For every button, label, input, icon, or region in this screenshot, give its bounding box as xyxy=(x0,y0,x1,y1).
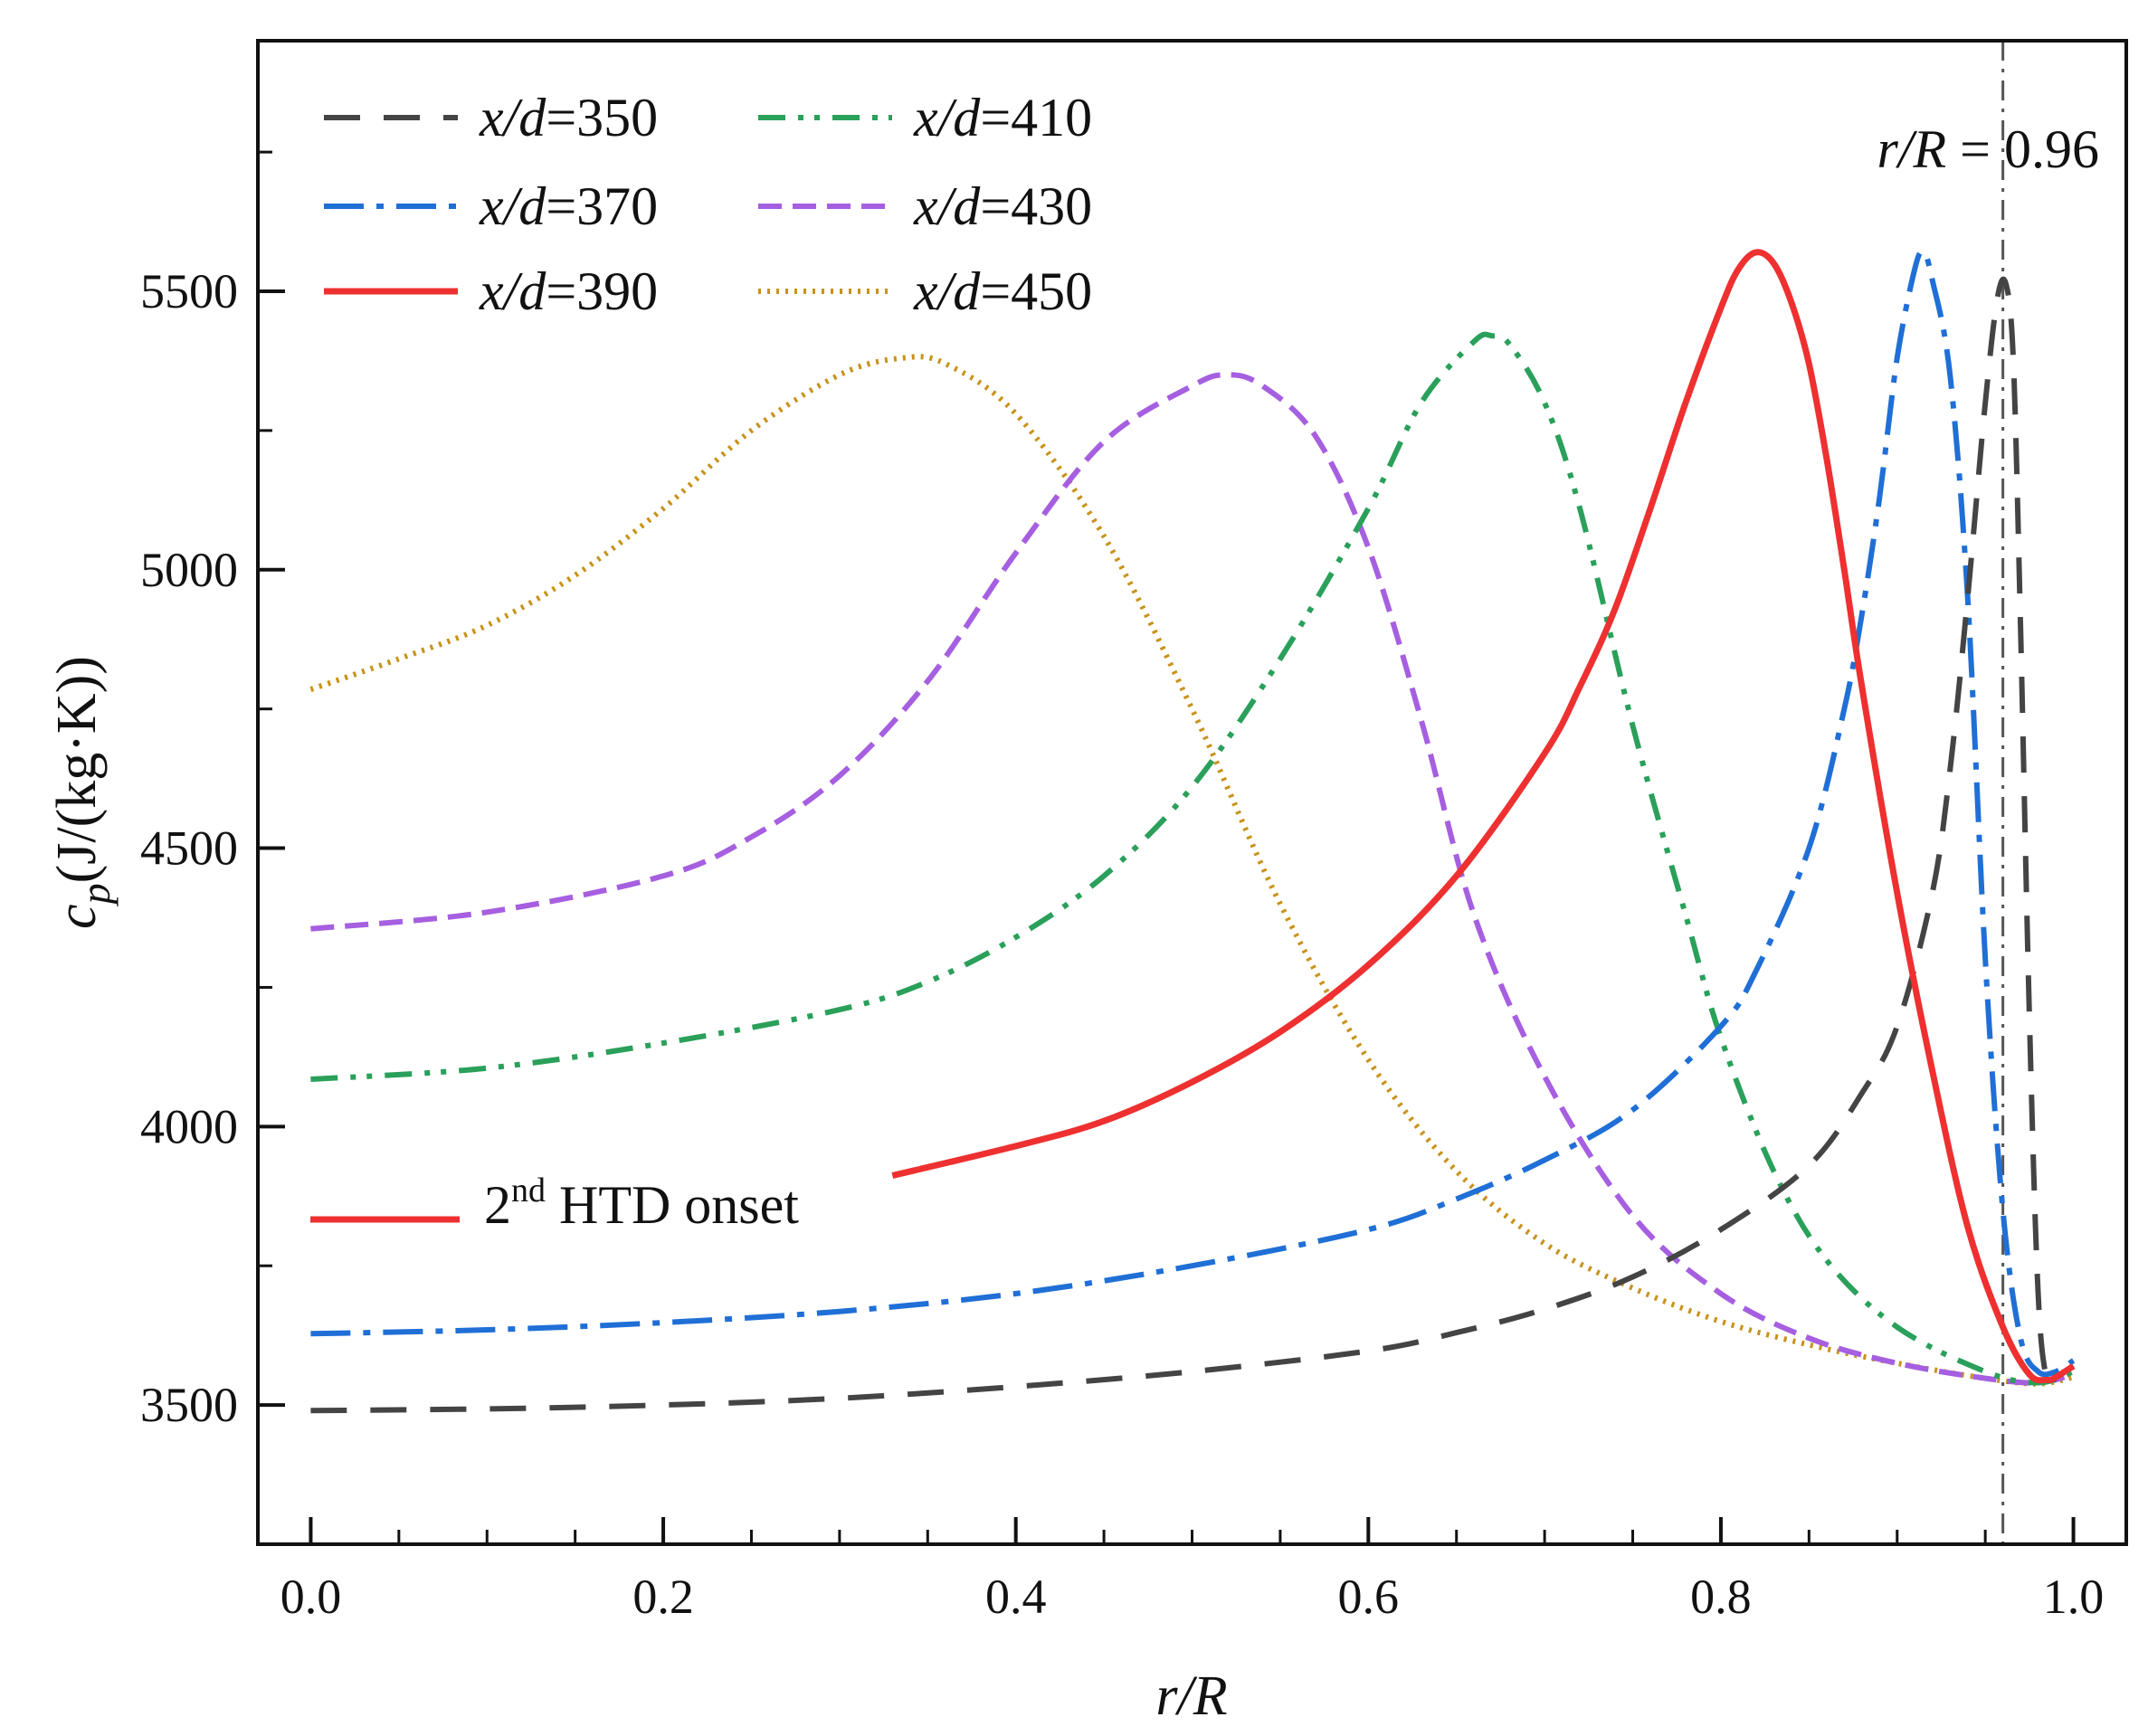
x-tick-label: 0.8 xyxy=(1690,1570,1752,1624)
legend: x/d=350 x/d=370 x/d=390 x/d=410 x/d=430 x/d=4… xyxy=(324,88,1092,321)
plot-frame xyxy=(256,39,2128,1546)
y-axis-title: cp(J/(kg·K)) xyxy=(46,656,119,929)
axis-titles: r/R cp(J/(kg·K)) xyxy=(46,656,1228,1727)
plot-content: r/R = 0.96 2nd HTD onset xyxy=(309,41,2099,1544)
axis-ticks: 0.0 0.2 0.4 0.6 0.8 1.0 3500 4000 4500 5000 5500 xyxy=(140,150,2105,1624)
x-tick-label: 0.4 xyxy=(985,1570,1047,1624)
y-tick-label: 4500 xyxy=(140,821,238,876)
x-tick-label: 0.0 xyxy=(280,1570,342,1624)
legend-label-x-d-410: x/d=410 xyxy=(913,88,1092,147)
y-tick-label: 5000 xyxy=(140,543,238,597)
x-tick-label: 1.0 xyxy=(2043,1570,2105,1624)
y-tick-label: 5500 xyxy=(140,264,238,318)
htd-onset-label: 2nd HTD onset xyxy=(484,1172,799,1235)
series-line-x-d-370 xyxy=(310,249,2076,1378)
series-line-x-d-430 xyxy=(310,372,2075,1386)
legend-label-x-d-390: x/d=390 xyxy=(479,261,658,321)
legend-label-x-d-370: x/d=370 xyxy=(479,176,658,236)
x-tick-label: 0.2 xyxy=(632,1570,694,1624)
y-tick-label: 3500 xyxy=(140,1378,238,1432)
x-axis-title: r/R xyxy=(1155,1665,1227,1727)
legend-label-x-d-350: x/d=350 xyxy=(479,88,658,147)
series-line-x-d-350 xyxy=(310,276,2076,1414)
x-tick-label: 0.6 xyxy=(1338,1570,1400,1624)
legend-label-x-d-450: x/d=450 xyxy=(913,261,1092,321)
series-line-x-d-390 xyxy=(891,249,2076,1384)
reference-line-label: r/R = 0.96 xyxy=(1877,119,2099,179)
legend-label-x-d-430: x/d=430 xyxy=(913,176,1092,236)
series-line-x-d-410 xyxy=(310,331,2075,1386)
y-tick-label: 4000 xyxy=(140,1099,238,1153)
